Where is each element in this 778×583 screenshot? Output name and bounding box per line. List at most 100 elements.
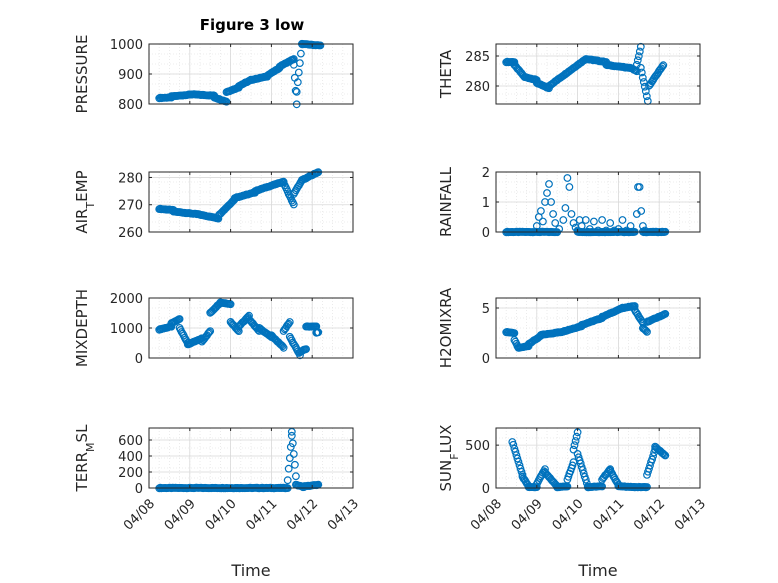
data-point [643,97,652,105]
y-tick-label: 285 [465,50,490,65]
data-point [569,219,578,227]
data-point [641,325,649,334]
data-point [622,226,631,235]
data-point [578,466,587,474]
data-point [283,476,292,485]
data-point [543,189,551,197]
data-point [302,345,311,354]
data-point [658,62,667,71]
panel-rainfall: 0 1 2 RAINFALL [437,166,701,241]
data-point [610,226,619,235]
data-point [637,68,646,77]
data-point [598,216,606,224]
data-point [643,328,651,336]
data-point [289,450,298,458]
data-point [287,431,296,440]
data-point [175,315,184,323]
data-point [509,440,518,449]
y-axis-label: TERRMSL [73,424,97,493]
y-tick-label: 900 [118,68,143,83]
y-tick-label: 1000 [110,38,143,53]
data-point [292,87,301,96]
x-tick-label: 04/12 [284,496,321,533]
data-point [565,183,574,191]
data-point [637,207,646,215]
data-point [602,226,611,235]
data-point [233,326,242,335]
y-tick-label: 1 [482,196,490,211]
data-point [291,86,300,95]
data-point [633,56,642,65]
data-point [659,61,668,70]
axes-box [495,297,701,359]
x-tick-label: 04/10 [550,496,587,533]
y-tick-label: 0 [135,352,143,367]
data-point [285,318,294,326]
y-tick-label: 600 [118,434,143,449]
data-point [284,464,293,473]
data-point [661,310,670,318]
y-tick-label: 280 [118,171,143,186]
x-axis-label: Time [230,561,270,580]
data-point [214,214,223,223]
panel-pressure: 800 900 1000 PRESSURE [73,35,354,113]
data-point [284,319,293,328]
x-tick-label: 04/11 [590,496,627,533]
data-point [234,327,243,336]
data-point [572,432,581,441]
x-tick-label: 04/08 [121,496,158,533]
y-axis-label: MIXDEPTH [73,289,91,367]
data-point [594,226,602,235]
panel-sun: 0 500 SUNFLUX 04/08 04/09 04/10 04/11 04/12 04/1… [437,425,709,580]
y-tick-label: 800 [118,98,143,113]
y-tick-label: 2 [482,166,490,181]
data-point [286,443,295,451]
y-tick-label: 5 [482,302,490,317]
data-point [288,439,297,448]
data-point [561,204,570,212]
data-point [569,445,578,454]
data-point [640,82,649,91]
data-point [645,464,653,473]
data-point [635,183,644,191]
data-point [630,302,639,310]
panel-mixdepth: 0 1000 2000 MIXDEPTH [73,289,354,367]
axes-box [495,43,701,105]
data-point [292,472,300,481]
x-tick-label: 04/13 [672,496,709,533]
y-tick-label: 260 [118,226,143,241]
data-point [643,483,651,491]
data-point [513,454,522,463]
x-tick-label: 04/10 [203,496,240,533]
data-point [570,441,579,450]
data-point [314,328,323,337]
data-point [545,180,553,188]
x-tick-label: 04/08 [468,496,505,533]
y-axis-label: RAINFALL [437,166,455,237]
data-point [642,92,651,101]
data-point [532,483,541,492]
y-tick-label: 400 [118,450,143,465]
data-point [511,447,520,456]
data-point [510,58,519,66]
data-point [547,198,555,206]
x-tick-label: 04/12 [631,496,668,533]
data-point [563,174,572,182]
data-point [661,451,670,460]
y-tick-label: 0 [482,352,490,367]
data-point [606,219,615,227]
axes-box [148,427,354,489]
data-point [581,475,590,484]
data-point [285,454,294,463]
axes-box [495,427,701,489]
y-tick-label: 2000 [110,292,143,307]
data-point [641,226,649,235]
y-tick-label: 200 [118,466,143,481]
data-point [205,328,214,337]
data-point [659,449,668,458]
y-tick-label: 0 [482,482,490,497]
data-point [581,216,590,224]
data-point [297,49,305,58]
y-axis-label: AIRTEMP [73,170,97,233]
